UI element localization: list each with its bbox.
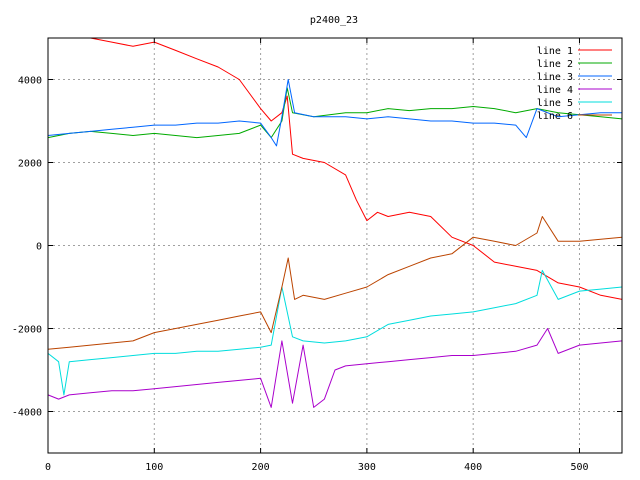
y-tick-label: -4000 [12, 408, 42, 419]
legend-label-4: line 4 [537, 85, 573, 96]
x-tick-label: 500 [570, 462, 588, 473]
legend-label-6: line 6 [537, 111, 573, 122]
series-line-4 [47, 328, 623, 408]
series-line-6 [47, 216, 623, 350]
series-line-5 [47, 269, 623, 396]
series-group [47, 37, 623, 408]
grid [48, 38, 622, 453]
x-tick-label: 300 [358, 462, 376, 473]
x-tick-label: 0 [45, 462, 51, 473]
x-tick-label: 100 [145, 462, 163, 473]
legend-label-3: line 3 [537, 72, 573, 83]
legend-label-5: line 5 [537, 98, 573, 109]
chart-title: p2400_23 [310, 15, 358, 26]
series-line-3 [47, 79, 622, 147]
y-tick-label: 0 [36, 242, 42, 253]
y-tick-label: 4000 [18, 76, 42, 87]
x-tick-label: 200 [252, 462, 270, 473]
legend-label-1: line 1 [537, 46, 573, 57]
ticks: 0 100 200 300 400 500 -4000 -2000 0 2000 4000 [12, 38, 622, 473]
x-tick-label: 400 [464, 462, 482, 473]
legend-label-2: line 2 [537, 59, 573, 70]
series-line-1 [48, 37, 623, 300]
legend: line 1 line 2 line 3 line 4 line 5 line 6 [537, 46, 612, 122]
y-tick-label: -2000 [12, 325, 42, 336]
y-tick-label: 2000 [18, 159, 42, 170]
